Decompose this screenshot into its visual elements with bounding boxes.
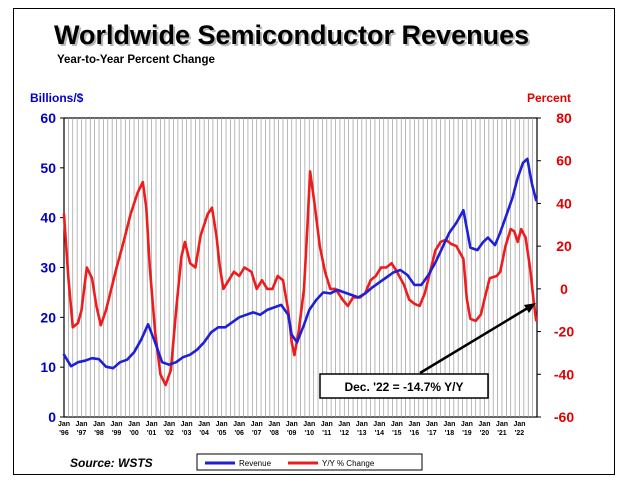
left-axis-tick-label: 40 — [40, 210, 56, 226]
x-axis-tick-year: '20 — [480, 430, 490, 437]
right-axis-tick-label: 60 — [556, 153, 572, 169]
left-axis-tick-label: 10 — [40, 359, 56, 375]
x-axis-tick-year: '19 — [462, 430, 472, 437]
x-axis-tick-year: '06 — [234, 430, 244, 437]
x-axis-tick-month: Jan — [75, 421, 87, 428]
x-axis-tick-year: '00 — [129, 430, 139, 437]
x-axis-tick-month: Jan — [268, 421, 280, 428]
right-axis-tick-label: -20 — [554, 324, 574, 340]
x-axis-tick-month: Jan — [233, 421, 245, 428]
x-axis-tick-month: Jan — [513, 421, 525, 428]
x-axis-tick-month: Jan — [58, 421, 70, 428]
left-axis-tick-label: 0 — [48, 409, 56, 425]
right-axis-tick-label: -60 — [554, 409, 574, 425]
x-axis-tick-year: '97 — [77, 430, 87, 437]
x-axis-tick-month: Jan — [496, 421, 508, 428]
x-axis-tick-month: Jan — [426, 421, 438, 428]
left-axis-title: Billions/$ — [30, 91, 84, 105]
x-axis-tick-year: '02 — [164, 430, 174, 437]
x-axis-tick-year: '07 — [252, 430, 262, 437]
x-axis-tick-year: '10 — [305, 430, 315, 437]
chart-title-shadow: Worldwide Semiconductor Revenues — [56, 22, 531, 52]
left-axis-tick-label: 20 — [40, 309, 56, 325]
right-axis-tick-label: 40 — [556, 195, 572, 211]
x-axis-tick-year: '04 — [199, 430, 209, 437]
x-axis-tick-year: '21 — [497, 430, 507, 437]
series-lines — [62, 157, 538, 387]
x-axis-tick-year: '16 — [410, 430, 420, 437]
x-axis-tick-year: '96 — [59, 430, 69, 437]
x-axis-tick-month: Jan — [356, 421, 368, 428]
x-axis-tick-month: Jan — [408, 421, 420, 428]
x-axis-tick-month: Jan — [181, 421, 193, 428]
legend-label-yoy: Y/Y % Change — [322, 459, 375, 468]
x-axis-tick-year: '13 — [357, 430, 367, 437]
x-axis-tick-month: Jan — [93, 421, 105, 428]
x-axis-tick-year: '03 — [182, 430, 192, 437]
legend-label-revenue: Revenue — [239, 459, 272, 468]
x-axis-tick-year: '22 — [515, 430, 525, 437]
left-axis-tick-label: 30 — [40, 260, 56, 276]
source-note: Source: WSTS — [70, 456, 153, 470]
x-axis-tick-year: '98 — [94, 430, 104, 437]
yoy-change-line — [62, 170, 538, 387]
annotation-text: Dec. '22 = -14.7% Y/Y — [344, 380, 463, 394]
revenue-line — [62, 157, 538, 370]
x-axis-tick-year: '05 — [217, 430, 227, 437]
x-axis-tick-year: '12 — [340, 430, 350, 437]
x-axis-tick-year: '99 — [112, 430, 122, 437]
right-axis-title: Percent — [527, 91, 571, 105]
x-axis-tick-month: Jan — [146, 421, 158, 428]
annotation-arrowhead — [524, 303, 536, 313]
right-axis-tick-label: 80 — [556, 110, 572, 126]
chart-title-text: Worldwide Semiconductor Revenues — [54, 20, 529, 50]
x-axis-tick-year: '14 — [375, 430, 385, 437]
annotation-arrow-line — [419, 304, 532, 375]
x-axis-tick-year: '09 — [287, 430, 297, 437]
x-axis-tick-month: Jan — [128, 421, 140, 428]
left-axis: 0 10 20 30 40 50 60 — [40, 110, 64, 425]
right-axis-tick-label: 20 — [556, 238, 572, 254]
x-axis-tick-month: Jan — [338, 421, 350, 428]
right-axis-tick-label: -40 — [554, 366, 574, 382]
vertical-gridlines — [68, 118, 533, 417]
x-axis-tick-month: Jan — [111, 421, 123, 428]
x-axis-tick-month: Jan — [321, 421, 333, 428]
x-axis: Jan '96 Jan '97 Jan '98 Jan '99 Jan '00 Jan '01 Jan '… — [58, 421, 526, 437]
x-axis-tick-year: '01 — [147, 430, 157, 437]
x-axis-tick-month: Jan — [478, 421, 490, 428]
x-axis-tick-month: Jan — [391, 421, 403, 428]
x-axis-tick-year: '18 — [445, 430, 455, 437]
x-axis-tick-month: Jan — [303, 421, 315, 428]
annotation-box — [319, 373, 489, 399]
x-axis-tick-month: Jan — [443, 421, 455, 428]
x-axis-tick-year: '17 — [427, 430, 437, 437]
x-axis-tick-month: Jan — [216, 421, 228, 428]
x-axis-tick-month: Jan — [373, 421, 385, 428]
x-axis-tick-month: Jan — [461, 421, 473, 428]
x-axis-tick-month: Jan — [286, 421, 298, 428]
x-axis-tick-year: '11 — [322, 430, 331, 437]
x-axis-tick-month: Jan — [163, 421, 175, 428]
x-axis-tick-year: '15 — [392, 430, 402, 437]
chart-subtitle: Year-to-Year Percent Change — [57, 54, 215, 66]
x-axis-tick-month: Jan — [198, 421, 210, 428]
left-axis-tick-label: 60 — [40, 110, 56, 126]
right-axis: -60 -40 -20 0 20 40 60 80 — [537, 110, 574, 425]
x-axis-tick-year: '08 — [269, 430, 279, 437]
x-axis-tick-month: Jan — [251, 421, 263, 428]
left-axis-tick-label: 50 — [40, 160, 56, 176]
right-axis-tick-label: 0 — [560, 281, 568, 297]
